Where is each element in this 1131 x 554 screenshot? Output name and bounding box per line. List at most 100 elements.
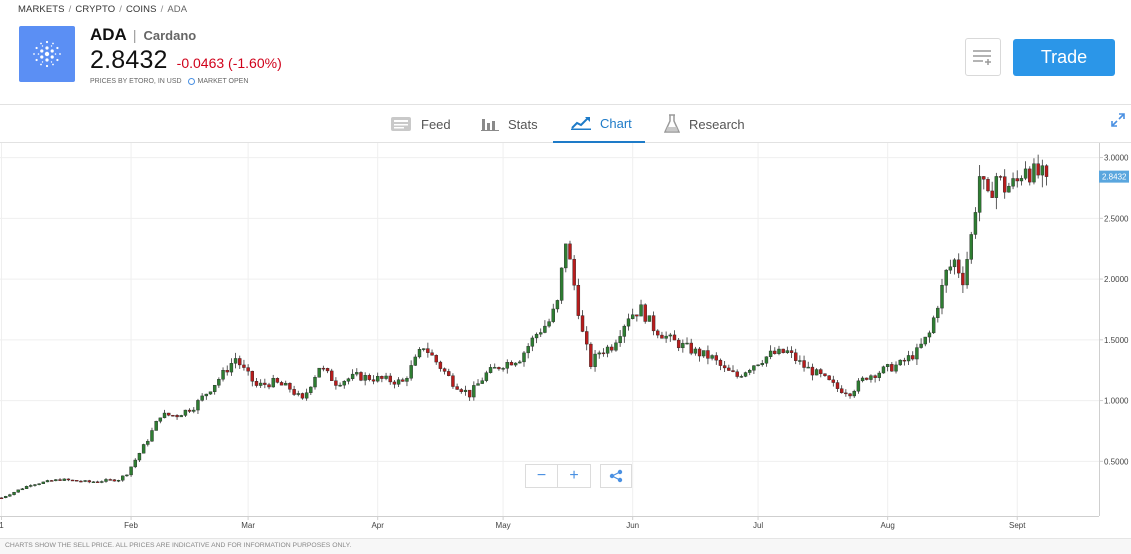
- candle-body: [518, 361, 522, 364]
- candle-body: [564, 243, 568, 269]
- candle-body: [29, 485, 33, 487]
- tab-research[interactable]: Research: [664, 105, 745, 143]
- candle-body: [785, 350, 790, 353]
- candlestick-chart[interactable]: 3.0000 2.5000 2.0000 1.5000 1.0000 0.5000 1 Feb…: [0, 143, 1131, 538]
- candle-body: [1044, 165, 1049, 177]
- candle-body: [171, 414, 175, 417]
- breadcrumb-coins[interactable]: COINS: [125, 4, 157, 15]
- candle-body: [45, 480, 50, 483]
- candle-body: [656, 330, 660, 336]
- x-tick-label: May: [496, 521, 511, 530]
- candle-body: [279, 382, 284, 386]
- candle-body: [539, 332, 543, 335]
- breadcrumb-crypto[interactable]: CRYPTO: [75, 4, 116, 15]
- candle-body: [739, 376, 744, 378]
- candle-body: [313, 377, 317, 388]
- candle-body: [413, 356, 418, 366]
- candle-body: [635, 314, 639, 317]
- candle-body: [480, 380, 484, 384]
- candle-body: [87, 480, 91, 483]
- candle-body: [376, 376, 380, 382]
- candle-body: [79, 480, 83, 483]
- candle-body: [605, 346, 610, 354]
- instrument-name: Cardano: [143, 28, 197, 43]
- candle-body: [756, 364, 760, 367]
- x-tick-label: Jul: [753, 521, 763, 530]
- tab-stats[interactable]: Stats: [481, 105, 538, 143]
- tab-feed[interactable]: Feed: [390, 105, 451, 143]
- candle-body: [848, 393, 852, 397]
- candle-body: [977, 176, 982, 213]
- candle-body: [931, 317, 936, 334]
- candle-body: [162, 412, 167, 419]
- candle-body: [384, 375, 388, 379]
- candle-body: [150, 430, 154, 442]
- candle-body: [158, 417, 163, 422]
- zoom-in-button[interactable]: +: [569, 467, 579, 484]
- candle-body: [304, 392, 309, 399]
- candle-body: [292, 389, 296, 395]
- candle-body: [844, 392, 848, 395]
- candle-body: [208, 391, 213, 395]
- share-button[interactable]: [600, 464, 632, 488]
- tab-label: Stats: [508, 116, 538, 132]
- tab-chart[interactable]: Chart: [553, 105, 645, 143]
- candle-body: [773, 350, 777, 354]
- tab-label: Feed: [421, 116, 451, 132]
- candle-body: [940, 285, 944, 309]
- zoom-out-button[interactable]: −: [526, 465, 558, 487]
- candle-body: [1015, 178, 1019, 182]
- candle-body: [125, 474, 129, 477]
- candle-body: [672, 334, 677, 341]
- candle-body: [610, 346, 614, 351]
- y-tick-label: 2.0000: [1104, 275, 1129, 284]
- candle-body: [852, 390, 856, 397]
- candle-body: [58, 479, 62, 481]
- candle-body: [676, 339, 681, 349]
- candle-body: [965, 259, 969, 286]
- price-chart[interactable]: 3.0000 2.5000 2.0000 1.5000 1.0000 0.5000 1 Feb…: [0, 143, 1131, 538]
- candle-body: [626, 318, 631, 327]
- add-to-watchlist-button[interactable]: [965, 38, 1001, 76]
- candle-body: [952, 259, 957, 268]
- trade-button[interactable]: Trade: [1013, 39, 1115, 76]
- candle-body: [998, 176, 1003, 178]
- expand-button[interactable]: [1110, 112, 1126, 133]
- candle-body: [75, 480, 79, 482]
- candle-body: [919, 343, 923, 348]
- candle-body: [16, 489, 20, 493]
- candle-body: [823, 373, 827, 376]
- breadcrumb-markets[interactable]: MARKETS: [18, 4, 65, 15]
- chart-icon: [571, 116, 591, 130]
- candle-body: [229, 363, 234, 373]
- candle-body: [296, 393, 300, 395]
- candle-body: [513, 362, 518, 366]
- candle-body: [221, 370, 225, 380]
- y-tick-label: 1.0000: [1104, 397, 1129, 406]
- candle-body: [568, 243, 572, 260]
- y-tick-label: 1.5000: [1104, 336, 1129, 345]
- x-tick-label: Feb: [124, 521, 138, 530]
- candle-body: [275, 378, 280, 383]
- candle-body: [543, 325, 547, 333]
- expand-icon: [1111, 113, 1125, 127]
- candle-body: [401, 379, 405, 382]
- candle-body: [702, 350, 706, 357]
- candle-body: [839, 388, 844, 394]
- candle-body: [990, 190, 994, 198]
- candle-body: [392, 381, 397, 385]
- candle-body: [421, 348, 426, 350]
- candle-body: [894, 364, 898, 372]
- candle-body: [643, 304, 647, 322]
- candle-body: [814, 369, 819, 376]
- candle-body: [463, 389, 468, 392]
- candle-body: [877, 372, 881, 378]
- candle-body: [743, 372, 748, 377]
- candle-body: [522, 352, 526, 363]
- candle-body: [668, 334, 672, 337]
- candle-body: [860, 377, 865, 382]
- candle-body: [1023, 168, 1028, 179]
- candle-body: [1007, 185, 1011, 193]
- candle-body: [288, 382, 292, 390]
- candle-body: [267, 384, 271, 388]
